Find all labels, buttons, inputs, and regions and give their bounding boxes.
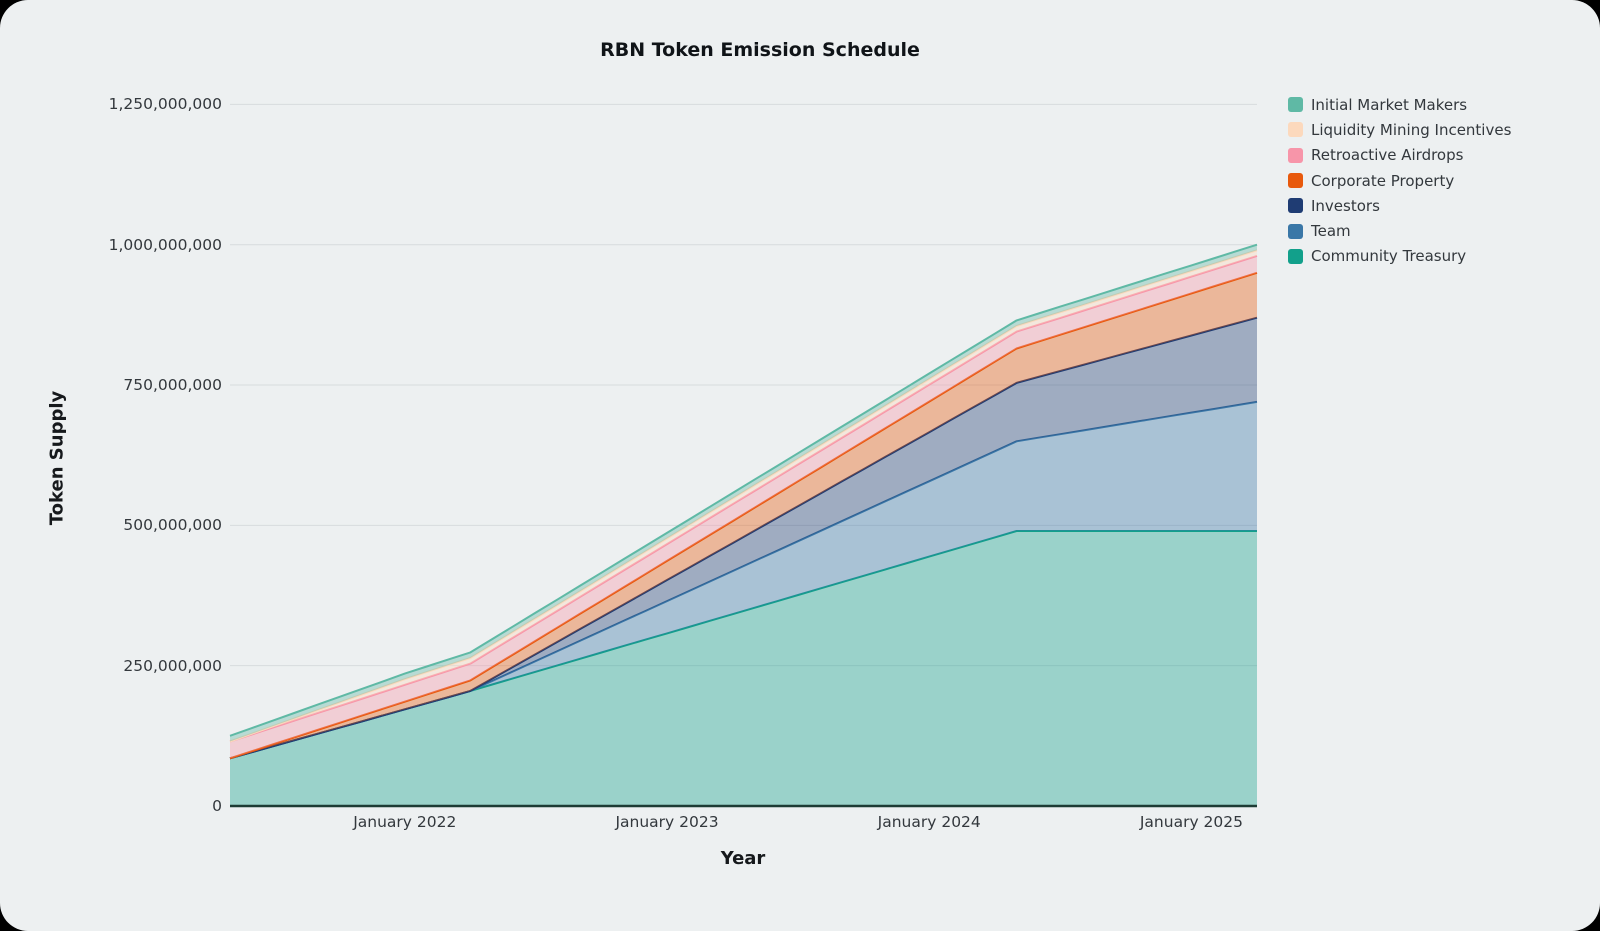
legend-item-investors[interactable]: Investors — [1288, 193, 1511, 218]
legend-label-initial-market-makers: Initial Market Makers — [1311, 95, 1468, 114]
y-tick-label-250,000,000: 250,000,000 — [123, 656, 222, 675]
y-tick-label-500,000,000: 500,000,000 — [123, 516, 222, 535]
y-tick-label-1,250,000,000: 1,250,000,000 — [108, 95, 222, 114]
line-initial-market-makers — [229, 243, 1258, 737]
legend-label-investors: Investors — [1311, 196, 1380, 215]
legend-item-community-treasury[interactable]: Community Treasury — [1288, 244, 1511, 269]
legend-label-corporate-property: Corporate Property — [1311, 171, 1455, 190]
legend-label-retroactive-airdrops: Retroactive Airdrops — [1311, 146, 1464, 165]
area-team — [230, 401, 1257, 759]
legend-label-liquidity-mining-incentives: Liquidity Mining Incentives — [1311, 120, 1512, 139]
y-tick-label-0: 0 — [212, 797, 222, 815]
legend-label-community-treasury: Community Treasury — [1311, 247, 1467, 266]
area-retroactive-airdrops — [230, 255, 1257, 759]
line-retroactive-airdrops — [229, 254, 1258, 743]
legend-swatch-community-treasury — [1288, 248, 1303, 264]
x-tick-label-january-2022: January 2022 — [353, 813, 457, 831]
x-tick-label-january-2025: January 2025 — [1139, 813, 1243, 831]
y-tick-label-1,000,000,000: 1,000,000,000 — [108, 235, 222, 254]
legend-item-initial-market-makers[interactable]: Initial Market Makers — [1288, 92, 1511, 117]
legend-item-corporate-property[interactable]: Corporate Property — [1288, 168, 1511, 193]
x-tick-label-january-2023: January 2023 — [615, 813, 719, 831]
area-community-treasury — [230, 531, 1257, 806]
legend-swatch-initial-market-makers — [1288, 97, 1303, 113]
x-axis-title: Year — [720, 848, 766, 869]
legend-swatch-investors — [1288, 198, 1303, 214]
line-liquidity-mining-incentives — [229, 249, 1258, 743]
legend-item-liquidity-mining-incentives[interactable]: Liquidity Mining Incentives — [1288, 117, 1511, 142]
legend-swatch-corporate-property — [1288, 173, 1303, 189]
area-liquidity-mining-incentives — [230, 250, 1257, 742]
x-tick-label-january-2024: January 2024 — [877, 813, 981, 831]
line-investors — [229, 316, 1258, 760]
y-axis-title: Token Supply — [46, 390, 68, 526]
legend-swatch-liquidity-mining-incentives — [1288, 122, 1303, 138]
chart-title: RBN Token Emission Schedule — [600, 39, 920, 61]
legend-label-team: Team — [1311, 222, 1351, 241]
legend-item-team[interactable]: Team — [1288, 218, 1511, 243]
line-corporate-property — [229, 271, 1258, 760]
legend-item-retroactive-airdrops[interactable]: Retroactive Airdrops — [1288, 143, 1511, 168]
y-tick-label-750,000,000: 750,000,000 — [123, 376, 222, 395]
chart-legend: Initial Market Makers Liquidity Mining In… — [1288, 92, 1511, 269]
legend-swatch-team — [1288, 223, 1303, 239]
legend-swatch-retroactive-airdrops — [1288, 147, 1303, 163]
